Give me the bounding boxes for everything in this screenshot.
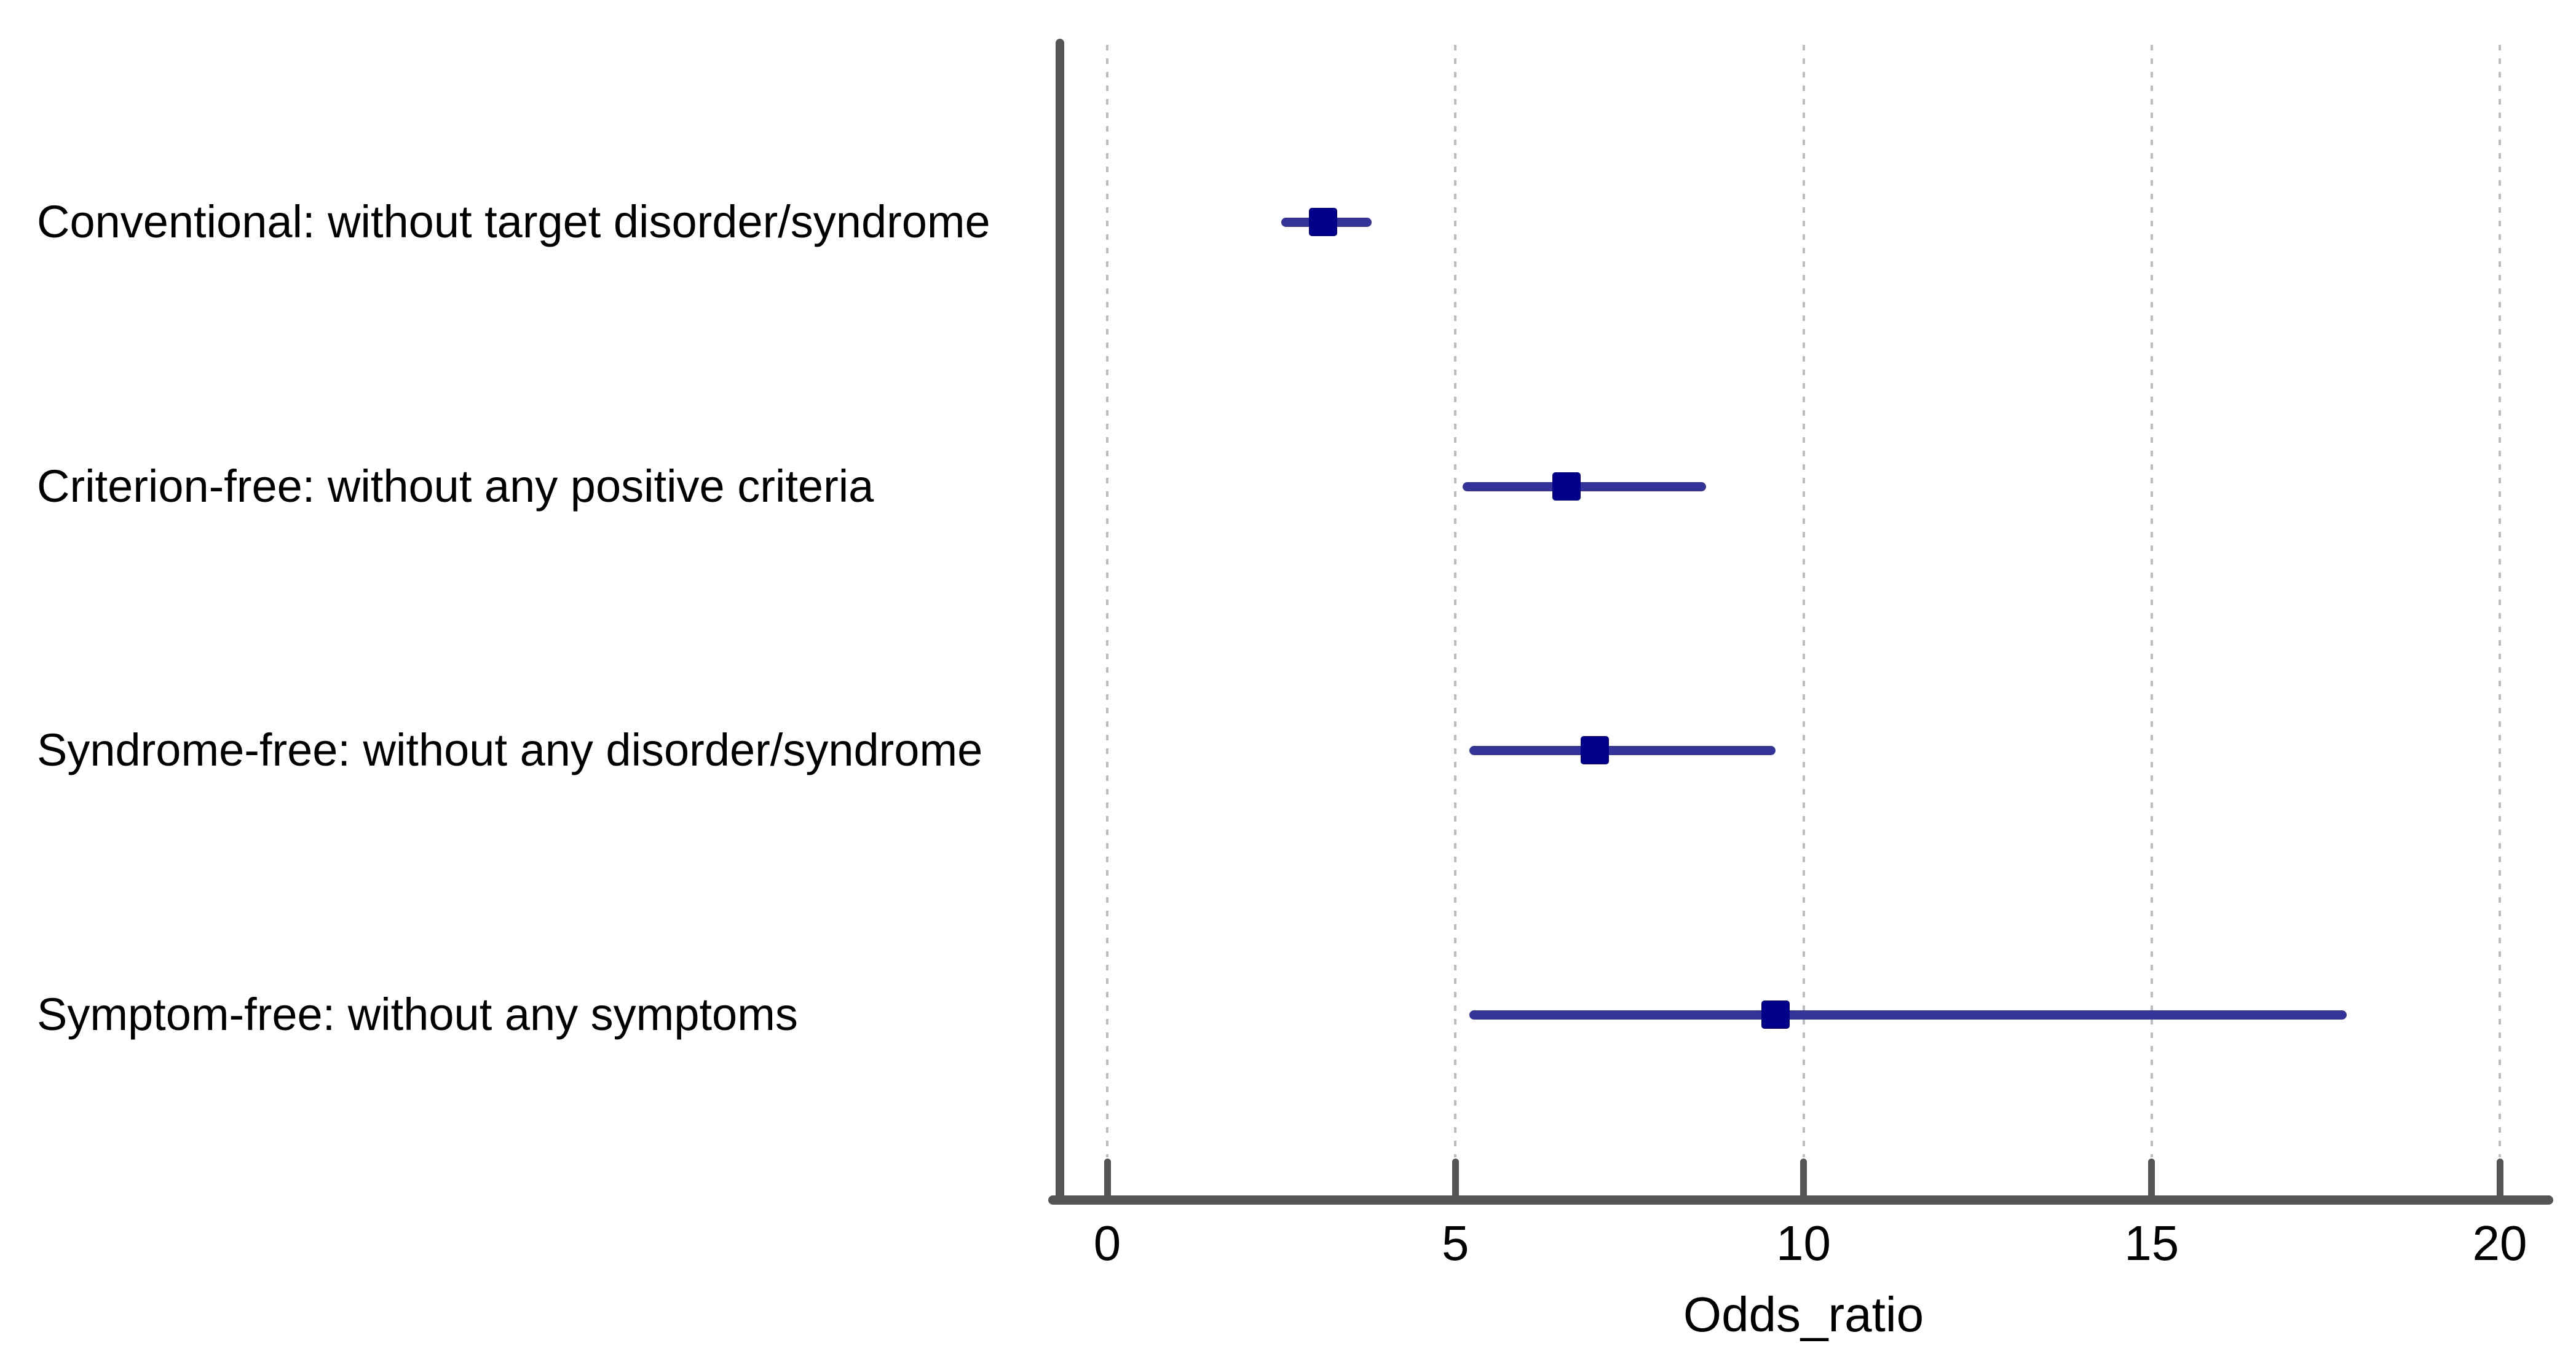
row-label: Syndrome-free: without any disorder/synd…: [37, 724, 983, 775]
row-label: Criterion-free: without any positive cri…: [37, 461, 874, 512]
gridline-x-20: [2499, 45, 2501, 1157]
odds-ratio-marker: [1580, 736, 1609, 764]
confidence-interval-line: [1469, 1010, 2347, 1020]
row-label: Conventional: without target disorder/sy…: [37, 196, 990, 247]
odds-ratio-marker: [1309, 208, 1338, 236]
x-tick-10: [1800, 1159, 1807, 1197]
odds-ratio-marker: [1761, 1000, 1790, 1029]
x-tick-label-5: 5: [1442, 1216, 1469, 1270]
x-tick-20: [2496, 1159, 2503, 1197]
gridline-x-15: [2150, 45, 2153, 1157]
x-tick-0: [1104, 1159, 1111, 1197]
gridline-x-5: [1454, 45, 1457, 1157]
x-tick-label-0: 0: [1093, 1216, 1121, 1270]
x-axis-title: Odds_ratio: [1683, 1287, 1924, 1342]
x-tick-15: [2148, 1159, 2155, 1197]
x-tick-label-15: 15: [2124, 1216, 2179, 1270]
x-tick-label-20: 20: [2472, 1216, 2527, 1270]
confidence-interval-line: [1462, 481, 1706, 491]
gridline-x-10: [1802, 45, 1805, 1157]
y-axis-line: [1056, 39, 1064, 1205]
row-label: Symptom-free: without any symptoms: [37, 989, 798, 1040]
x-tick-label-10: 10: [1776, 1216, 1831, 1270]
gridline-x-0: [1106, 45, 1108, 1157]
odds-ratio-marker: [1552, 472, 1581, 501]
x-tick-5: [1452, 1159, 1459, 1197]
confidence-interval-line: [1469, 745, 1776, 755]
x-axis-line: [1048, 1195, 2553, 1205]
